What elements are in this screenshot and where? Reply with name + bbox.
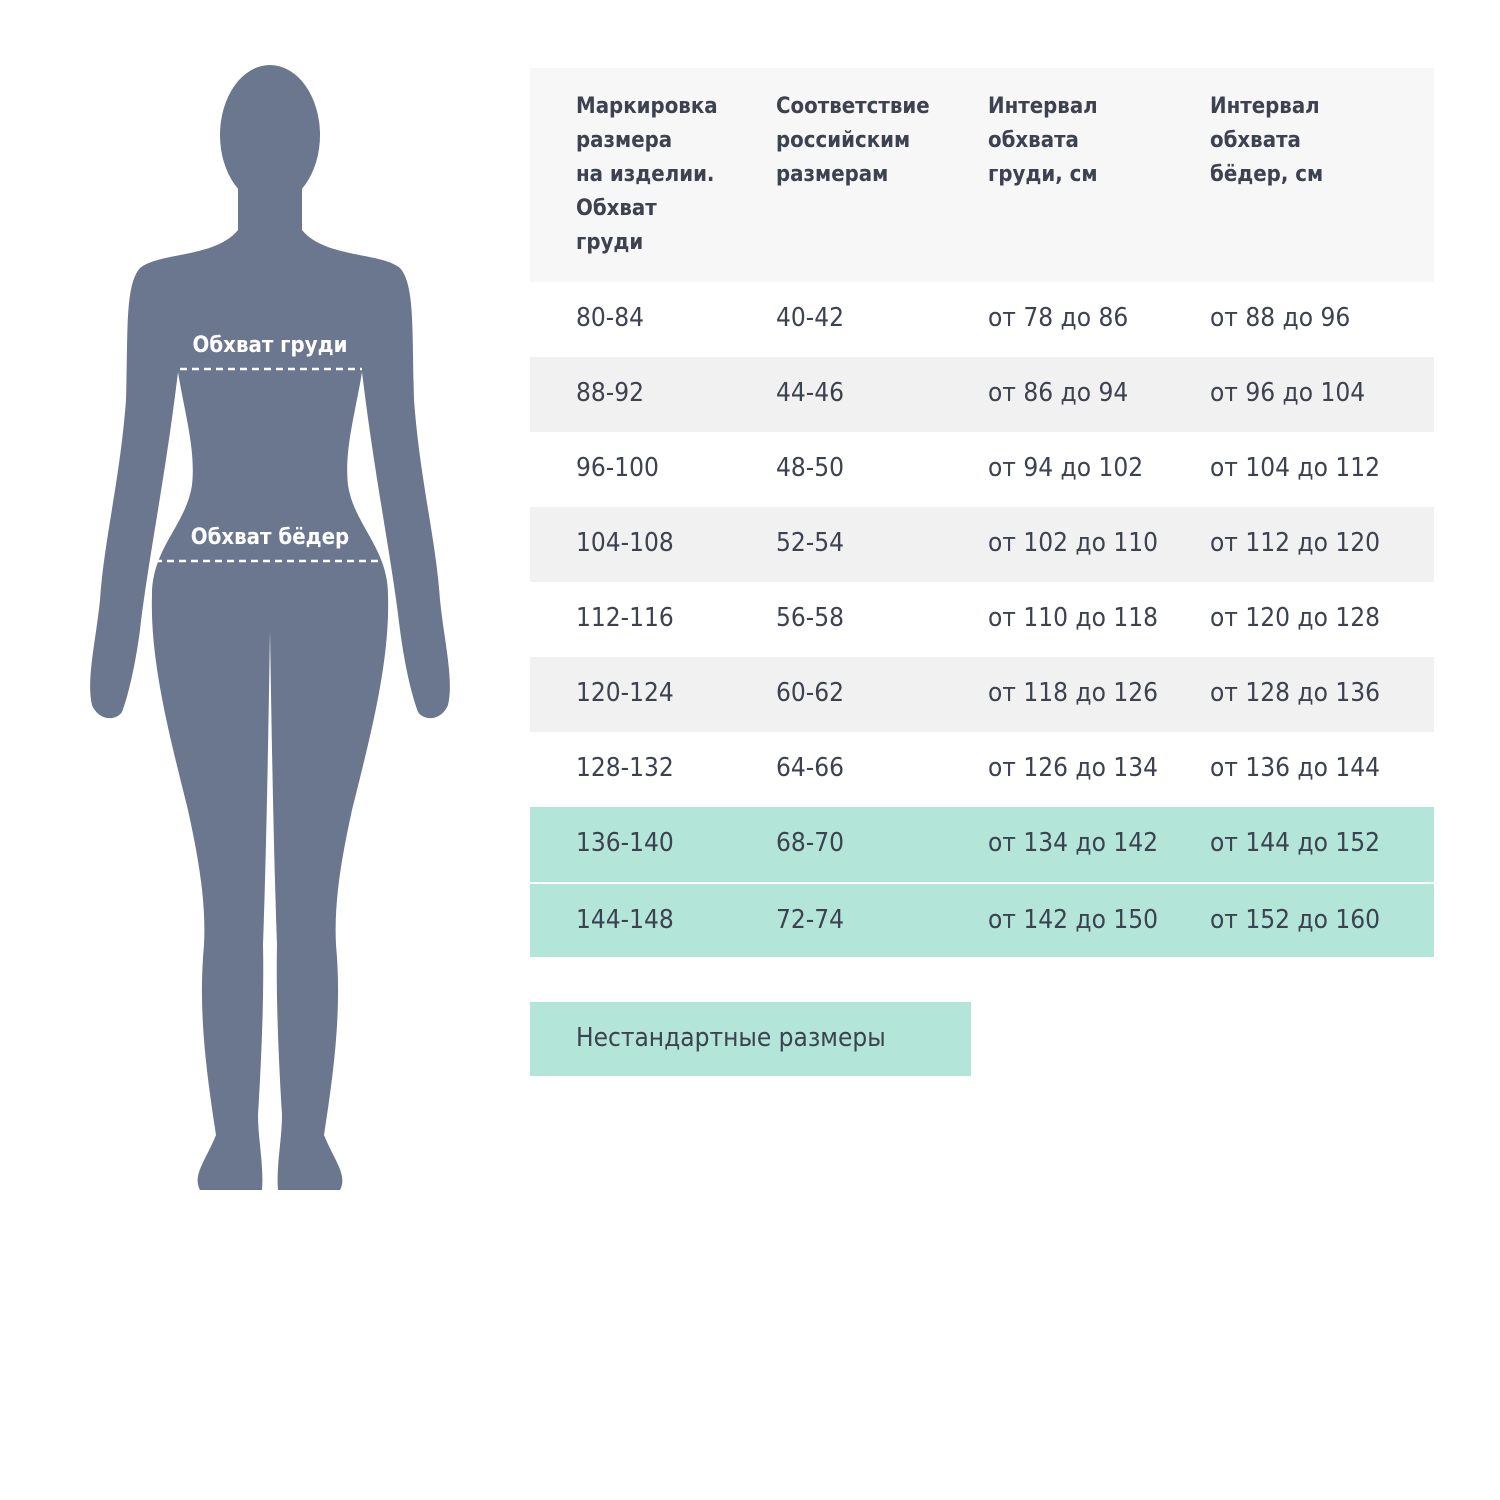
cell-size-marking: 112-116 (576, 603, 674, 633)
cell-hips-range: от 96 до 104 (1210, 378, 1366, 408)
header-chest-range: Интервал обхвата груди, см (988, 94, 1098, 187)
size-table: Маркировка размера на изделии. Обхват гр… (530, 68, 1434, 957)
table-header: Маркировка размера на изделии. Обхват гр… (530, 68, 1434, 282)
cell-size-marking: 104-108 (576, 528, 674, 558)
cell-hips-range: от 152 до 160 (1210, 905, 1380, 935)
cell-russian-size: 40-42 (776, 303, 844, 333)
cell-hips-range: от 120 до 128 (1210, 603, 1380, 633)
cell-size-marking: 88-92 (576, 378, 644, 408)
cell-chest-range: от 86 до 94 (988, 378, 1129, 408)
hips-label: Обхват бёдер (190, 525, 350, 550)
cell-hips-range: от 128 до 136 (1210, 678, 1380, 708)
table-row: 112-116 56-58 от 110 до 118 от 120 до 128 (530, 582, 1434, 657)
cell-chest-range: от 118 до 126 (988, 678, 1158, 708)
cell-hips-range: от 136 до 144 (1210, 753, 1380, 783)
cell-chest-range: от 134 до 142 (988, 828, 1158, 858)
cell-hips-range: от 88 до 96 (1210, 303, 1351, 333)
head-shape (220, 65, 320, 205)
cell-russian-size: 60-62 (776, 678, 844, 708)
body-shape (90, 230, 450, 1190)
cell-russian-size: 52-54 (776, 528, 844, 558)
cell-size-marking: 96-100 (576, 453, 659, 483)
cell-russian-size: 44-46 (776, 378, 844, 408)
cell-chest-range: от 102 до 110 (988, 528, 1158, 558)
cell-size-marking: 144-148 (576, 905, 674, 935)
nonstandard-sizes-legend: Нестандартные размеры (530, 1002, 971, 1076)
cell-russian-size: 48-50 (776, 453, 844, 483)
cell-size-marking: 128-132 (576, 753, 674, 783)
table-row: 96-100 48-50 от 94 до 102 от 104 до 112 (530, 432, 1434, 507)
body-silhouette-figure: Обхват груди Обхват бёдер (0, 0, 540, 1250)
table-row: 128-132 64-66 от 126 до 134 от 136 до 144 (530, 732, 1434, 807)
cell-hips-range: от 104 до 112 (1210, 453, 1380, 483)
cell-chest-range: от 142 до 150 (988, 905, 1158, 935)
cell-size-marking: 120-124 (576, 678, 674, 708)
cell-russian-size: 68-70 (776, 828, 844, 858)
table-row: 144-148 72-74 от 142 до 150 от 152 до 160 (530, 882, 1434, 957)
female-silhouette-icon (90, 65, 450, 1190)
header-size-marking: Маркировка размера на изделии. Обхват гр… (576, 94, 718, 255)
cell-russian-size: 72-74 (776, 905, 844, 935)
nonstandard-sizes-label: Нестандартные размеры (576, 1023, 886, 1053)
cell-russian-size: 56-58 (776, 603, 844, 633)
cell-chest-range: от 94 до 102 (988, 453, 1144, 483)
cell-chest-range: от 110 до 118 (988, 603, 1158, 633)
table-row: 136-140 68-70 от 134 до 142 от 144 до 152 (530, 807, 1434, 882)
cell-chest-range: от 78 до 86 (988, 303, 1129, 333)
chest-label: Обхват груди (192, 333, 348, 358)
cell-size-marking: 136-140 (576, 828, 674, 858)
header-hips-range: Интервал обхвата бёдер, см (1210, 94, 1324, 187)
cell-hips-range: от 112 до 120 (1210, 528, 1380, 558)
table-row: 120-124 60-62 от 118 до 126 от 128 до 136 (530, 657, 1434, 732)
cell-hips-range: от 144 до 152 (1210, 828, 1380, 858)
cell-russian-size: 64-66 (776, 753, 844, 783)
table-row: 88-92 44-46 от 86 до 94 от 96 до 104 (530, 357, 1434, 432)
cell-chest-range: от 126 до 134 (988, 753, 1158, 783)
table-row: 80-84 40-42 от 78 до 86 от 88 до 96 (530, 282, 1434, 357)
cell-size-marking: 80-84 (576, 303, 644, 333)
header-russian-size: Соответствие российским размерам (776, 94, 930, 187)
table-row: 104-108 52-54 от 102 до 110 от 112 до 120 (530, 507, 1434, 582)
